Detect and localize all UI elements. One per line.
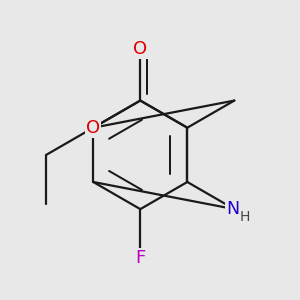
Text: F: F [135,249,146,267]
Text: H: H [240,210,250,224]
Text: O: O [86,119,100,137]
Text: O: O [133,40,147,58]
Text: N: N [226,200,239,218]
